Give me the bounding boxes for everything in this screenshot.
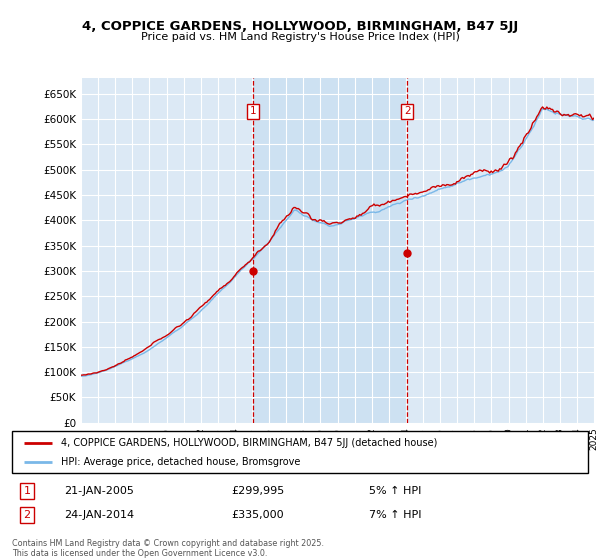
Text: 5% ↑ HPI: 5% ↑ HPI bbox=[369, 486, 421, 496]
Text: 2: 2 bbox=[23, 510, 31, 520]
Text: 21-JAN-2005: 21-JAN-2005 bbox=[64, 486, 134, 496]
Text: 1: 1 bbox=[250, 106, 256, 116]
Text: 7% ↑ HPI: 7% ↑ HPI bbox=[369, 510, 422, 520]
Text: Contains HM Land Registry data © Crown copyright and database right 2025.
This d: Contains HM Land Registry data © Crown c… bbox=[12, 539, 324, 558]
Text: HPI: Average price, detached house, Bromsgrove: HPI: Average price, detached house, Brom… bbox=[61, 457, 301, 467]
Text: 24-JAN-2014: 24-JAN-2014 bbox=[64, 510, 134, 520]
Text: 4, COPPICE GARDENS, HOLLYWOOD, BIRMINGHAM, B47 5JJ (detached house): 4, COPPICE GARDENS, HOLLYWOOD, BIRMINGHA… bbox=[61, 437, 437, 447]
Text: 4, COPPICE GARDENS, HOLLYWOOD, BIRMINGHAM, B47 5JJ: 4, COPPICE GARDENS, HOLLYWOOD, BIRMINGHA… bbox=[82, 20, 518, 32]
Bar bbox=[253, 78, 407, 423]
Text: 2: 2 bbox=[404, 106, 410, 116]
Text: £299,995: £299,995 bbox=[231, 486, 284, 496]
Text: Price paid vs. HM Land Registry's House Price Index (HPI): Price paid vs. HM Land Registry's House … bbox=[140, 32, 460, 42]
Text: £335,000: £335,000 bbox=[231, 510, 284, 520]
Text: 1: 1 bbox=[23, 486, 31, 496]
